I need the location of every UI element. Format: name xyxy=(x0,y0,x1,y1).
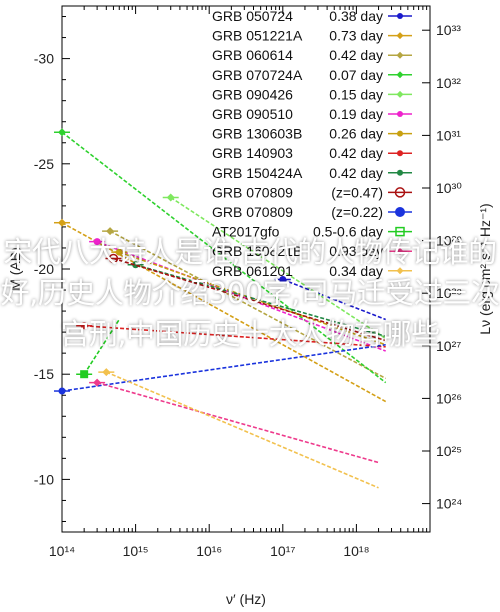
y-tick-label-left: -30 xyxy=(34,51,54,67)
legend-entry-name: GRB 150424A xyxy=(212,165,303,181)
y-tick-label-right: 10²⁸ xyxy=(436,285,462,301)
data-point xyxy=(58,387,66,395)
legend-entry-name: GRB 140903 xyxy=(212,145,293,161)
legend-swatch-marker xyxy=(397,130,403,137)
legend-swatch-marker xyxy=(397,111,403,117)
legend-entry-time: 0.38 day xyxy=(329,8,383,24)
series-line xyxy=(109,230,387,380)
series-line xyxy=(96,240,386,352)
series-line xyxy=(61,343,386,392)
legend-swatch-marker xyxy=(396,51,404,59)
y-tick-label-left: -10 xyxy=(34,471,54,487)
data-point xyxy=(115,248,123,256)
data-point xyxy=(93,238,101,246)
legend-entry-time: 0.42 day xyxy=(329,47,383,63)
y-tick-label-right: 10²⁹ xyxy=(436,233,462,249)
legend-entry-name: GRB 061201 xyxy=(212,263,293,279)
data-point xyxy=(58,128,66,137)
x-tick-label: 10¹⁵ xyxy=(123,543,149,559)
y-tick-label-right: 10²⁶ xyxy=(436,390,462,406)
legend-entry-name: GRB 070809 xyxy=(212,184,293,200)
y-tick-label-left: -15 xyxy=(34,366,54,382)
legend-entry-name: GRB 090426 xyxy=(212,86,293,102)
series-line xyxy=(170,196,387,340)
legend-swatch-marker xyxy=(394,187,406,198)
legend-entry-time: (z=0.47) xyxy=(331,184,383,200)
data-point xyxy=(108,253,119,264)
legend-entry-time: (z=0.22) xyxy=(331,204,383,220)
legend-entry-time: 0.26 day xyxy=(329,126,383,142)
legend-entry-name: GRB 051221A xyxy=(212,28,303,44)
legend-entry-time: 0.19 day xyxy=(329,106,383,122)
legend-swatch-marker xyxy=(395,226,405,237)
y-tick-label-right: 10²⁷ xyxy=(436,338,461,354)
legend-swatch-marker xyxy=(395,207,405,217)
x-tick-label: 10¹⁸ xyxy=(343,543,369,559)
y-axis-label-right: Lν (erg cm² s⁻¹ Hz⁻¹) xyxy=(477,203,493,334)
series-line xyxy=(135,264,386,338)
legend-swatch-marker xyxy=(396,32,404,40)
series-line xyxy=(113,257,386,342)
legend-entry-time: 0.15 day xyxy=(329,86,383,102)
y-tick-label-left: -25 xyxy=(34,156,54,172)
y-tick-label-right: 10³¹ xyxy=(436,127,461,143)
x-tick-label: 10¹⁶ xyxy=(196,543,222,559)
legend-entry-time: 0.5-0.6 day xyxy=(313,224,383,240)
legend-entry-name: GRB 060614 xyxy=(212,47,293,63)
data-point xyxy=(106,227,115,236)
data-point xyxy=(132,261,140,269)
series-line xyxy=(83,319,120,375)
series-line xyxy=(282,278,386,321)
data-point xyxy=(80,370,89,379)
data-point xyxy=(93,378,102,387)
legend-entry-name: GRB 090510 xyxy=(212,106,293,122)
legend-swatch-marker xyxy=(397,169,403,176)
series-line xyxy=(84,325,386,348)
y-tick-label-right: 10²⁵ xyxy=(436,443,462,459)
legend-entry-name: GRB 160821B xyxy=(212,243,302,259)
y-tick-label-right: 10³³ xyxy=(436,22,461,38)
legend-entry-name: GRB 130603B xyxy=(212,126,302,142)
legend-entry-time: 0.42 day xyxy=(329,145,383,161)
legend-entry-name: GRB 070724A xyxy=(212,67,303,83)
y-tick-label-left: -20 xyxy=(34,261,54,277)
legend-entry-time: 0.07 day xyxy=(329,67,383,83)
legend-swatch-marker xyxy=(396,71,404,79)
series-line xyxy=(61,131,387,384)
y-tick-label-right: 10³² xyxy=(436,75,461,91)
data-point xyxy=(102,368,111,377)
legend-entry-time: 0.34 day xyxy=(329,263,383,279)
data-point xyxy=(279,276,287,284)
legend-entry-time: 0.42 day xyxy=(329,165,383,181)
data-point xyxy=(58,218,66,227)
legend-entry-time: 0.73 day xyxy=(329,28,383,44)
data-point xyxy=(166,193,175,202)
y-tick-label-right: 10²⁴ xyxy=(436,496,462,512)
legend-entry-name: AT2017gfo xyxy=(212,224,280,240)
x-tick-label: 10¹⁷ xyxy=(270,543,295,559)
legend-swatch-marker xyxy=(396,90,404,98)
series-line xyxy=(105,371,379,489)
legend-swatch-marker xyxy=(397,13,403,19)
x-tick-label: 10¹⁴ xyxy=(49,543,75,559)
legend-swatch-marker xyxy=(397,150,403,157)
legend-entry-name: GRB 070809 xyxy=(212,204,293,220)
y-tick-label-right: 10³⁰ xyxy=(436,180,462,196)
data-point xyxy=(80,322,88,330)
legend-swatch-marker xyxy=(396,247,404,255)
legend-swatch-marker xyxy=(396,267,404,275)
y-axis-label-left: M (AB) xyxy=(7,247,23,291)
series-line xyxy=(96,381,379,464)
x-axis-label: ν′ (Hz) xyxy=(226,591,266,607)
legend-entry-name: GRB 050724 xyxy=(212,8,293,24)
legend-entry-time: 0.93 day xyxy=(329,243,383,259)
